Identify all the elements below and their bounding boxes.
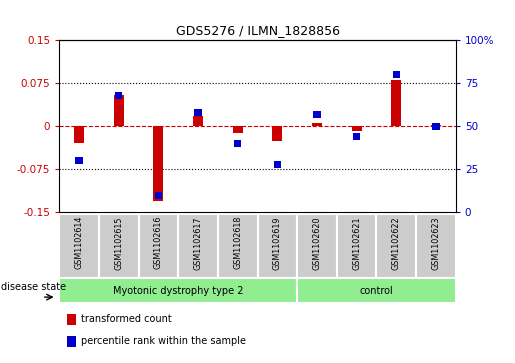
Bar: [353, 133, 360, 140]
Bar: [193, 116, 203, 126]
Bar: [431, 125, 441, 126]
Bar: [195, 109, 201, 116]
Bar: [74, 126, 84, 143]
Bar: [153, 126, 163, 201]
Text: control: control: [359, 286, 393, 296]
Bar: [99, 214, 139, 278]
Bar: [59, 214, 99, 278]
Bar: [233, 126, 243, 133]
Bar: [416, 214, 456, 278]
Text: GSM1102614: GSM1102614: [75, 216, 83, 269]
Bar: [114, 94, 124, 126]
Text: transformed count: transformed count: [81, 314, 172, 325]
Bar: [433, 123, 439, 130]
Bar: [67, 314, 76, 325]
Bar: [297, 278, 456, 303]
Text: disease state: disease state: [1, 282, 66, 292]
Text: GSM1102620: GSM1102620: [313, 216, 321, 270]
Bar: [272, 126, 282, 140]
Text: GSM1102618: GSM1102618: [233, 216, 242, 269]
Bar: [312, 123, 322, 126]
Text: Myotonic dystrophy type 2: Myotonic dystrophy type 2: [113, 286, 244, 296]
Bar: [314, 111, 320, 118]
Bar: [139, 214, 178, 278]
Text: GSM1102622: GSM1102622: [392, 216, 401, 270]
Bar: [115, 92, 122, 99]
Bar: [155, 192, 162, 199]
Bar: [218, 214, 258, 278]
Text: GSM1102616: GSM1102616: [154, 216, 163, 269]
Text: GSM1102621: GSM1102621: [352, 216, 361, 270]
Bar: [391, 80, 401, 126]
Bar: [337, 214, 376, 278]
Bar: [234, 140, 241, 147]
Text: percentile rank within the sample: percentile rank within the sample: [81, 336, 246, 346]
Text: GSM1102615: GSM1102615: [114, 216, 123, 270]
Bar: [393, 71, 400, 78]
Text: GSM1102623: GSM1102623: [432, 216, 440, 270]
Bar: [274, 161, 281, 168]
Bar: [59, 278, 297, 303]
Bar: [376, 214, 416, 278]
Bar: [178, 214, 218, 278]
Bar: [67, 336, 76, 347]
Title: GDS5276 / ILMN_1828856: GDS5276 / ILMN_1828856: [176, 24, 339, 37]
Text: GSM1102617: GSM1102617: [194, 216, 202, 270]
Bar: [352, 126, 362, 131]
Text: GSM1102619: GSM1102619: [273, 216, 282, 270]
Bar: [297, 214, 337, 278]
Bar: [76, 157, 82, 164]
Bar: [258, 214, 297, 278]
